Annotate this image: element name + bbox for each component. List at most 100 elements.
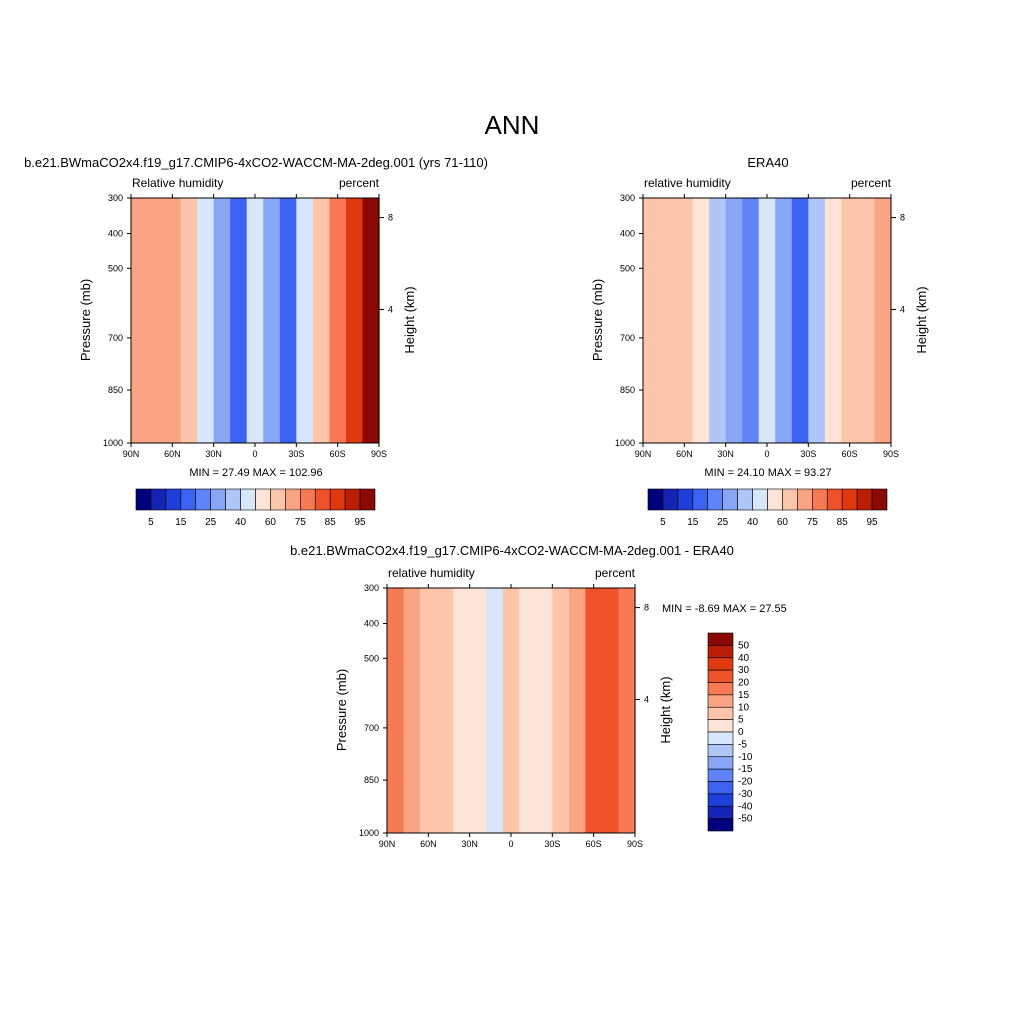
colorbar-swatch xyxy=(737,488,753,511)
field-band xyxy=(213,198,231,443)
colorbar-swatch xyxy=(647,488,664,511)
field-band xyxy=(618,588,636,833)
x-tick-label: 60S xyxy=(330,449,346,459)
field-band xyxy=(197,198,215,443)
field-band xyxy=(502,588,520,833)
y2-axis-label: Height (km) xyxy=(914,286,929,353)
field-band xyxy=(874,198,892,443)
colorbar-swatch xyxy=(782,488,798,511)
colorbar-swatch xyxy=(707,632,734,646)
colorbar-label: 40 xyxy=(747,517,759,528)
colorbar-swatch xyxy=(841,488,858,511)
y-tick-label: 300 xyxy=(620,193,635,203)
field-band xyxy=(585,588,603,833)
y-tick-label: 1000 xyxy=(359,828,379,838)
y-tick-label: 850 xyxy=(620,385,635,395)
colorbar-swatch xyxy=(871,488,888,511)
colorbar-swatch xyxy=(344,488,361,511)
field-band xyxy=(568,588,586,833)
x-tick-label: 90N xyxy=(379,839,396,849)
colorbar-swatch xyxy=(707,756,734,770)
colorbar-label: 0 xyxy=(738,727,744,738)
colorbar-label: 50 xyxy=(738,640,750,651)
field-band xyxy=(643,198,661,443)
x-tick-label: 30N xyxy=(205,449,222,459)
field-band xyxy=(453,588,471,833)
field-band xyxy=(552,588,570,833)
colorbar-label: 15 xyxy=(738,690,750,701)
colorbar-swatch xyxy=(270,488,286,511)
colorbar-label: 25 xyxy=(717,517,729,528)
x-tick-label: 30S xyxy=(800,449,816,459)
x-tick-label: 60N xyxy=(164,449,181,459)
colorbar-label: -10 xyxy=(738,752,753,763)
colorbar-label: -50 xyxy=(738,814,753,825)
right-label: percent xyxy=(339,176,380,190)
y2-tick-label: 8 xyxy=(388,213,393,223)
right-label: percent xyxy=(595,566,636,580)
y2-tick-label: 4 xyxy=(900,304,905,314)
field-band xyxy=(775,198,793,443)
panel-title: ERA40 xyxy=(747,155,788,170)
colorbar-label: -20 xyxy=(738,777,753,788)
panel-difference: b.e21.BWmaCO2x4.f19_g17.CMIP6-4xCO2-WACC… xyxy=(290,543,787,849)
left-label: relative humidity xyxy=(644,176,731,190)
colorbar-swatch xyxy=(826,488,843,511)
colorbar-swatch xyxy=(707,731,734,745)
colorbar-label: 95 xyxy=(867,517,879,528)
colorbar-label: 75 xyxy=(295,517,307,528)
colorbar-label: 75 xyxy=(807,517,819,528)
y2-tick-label: 4 xyxy=(388,304,393,314)
y2-axis-label: Height (km) xyxy=(658,676,673,743)
y2-axis-label: Height (km) xyxy=(402,286,417,353)
colorbar-label: 60 xyxy=(265,517,277,528)
panel-title: b.e21.BWmaCO2x4.f19_g17.CMIP6-4xCO2-WACC… xyxy=(290,543,734,558)
y-tick-label: 850 xyxy=(364,775,379,785)
y-tick-label: 700 xyxy=(620,333,635,343)
colorbar-swatch xyxy=(752,488,768,511)
x-tick-label: 0 xyxy=(252,449,257,459)
left-label: relative humidity xyxy=(388,566,475,580)
y-tick-label: 400 xyxy=(620,229,635,239)
field-band xyxy=(808,198,826,443)
colorbar-swatch xyxy=(707,744,734,758)
colorbar-label: 40 xyxy=(235,517,247,528)
y-tick-label: 850 xyxy=(108,385,123,395)
colorbar-swatch xyxy=(165,488,182,511)
y2-tick-label: 8 xyxy=(644,603,649,613)
y2-tick-label: 8 xyxy=(900,213,905,223)
y-tick-label: 700 xyxy=(108,333,123,343)
colorbar-swatch xyxy=(285,488,301,511)
field-band xyxy=(362,198,380,443)
field-band xyxy=(296,198,314,443)
field-band xyxy=(486,588,504,833)
colorbar-label: 85 xyxy=(325,517,337,528)
colorbar-swatch xyxy=(707,805,734,819)
colorbar-swatch xyxy=(180,488,197,511)
colorbar-swatch xyxy=(662,488,679,511)
field-band xyxy=(857,198,876,443)
field-band xyxy=(180,198,198,443)
stats-text: MIN = 24.10 MAX = 93.27 xyxy=(704,467,831,479)
colorbar-swatch xyxy=(329,488,346,511)
field-band xyxy=(164,198,182,443)
field-band xyxy=(403,588,421,833)
colorbar-label: 40 xyxy=(738,653,750,664)
x-tick-label: 90N xyxy=(123,449,140,459)
colorbar-label: -30 xyxy=(738,789,753,800)
field-band xyxy=(329,198,347,443)
colorbar-label: 5 xyxy=(660,517,666,528)
x-tick-label: 60S xyxy=(586,839,602,849)
colorbar-label: 5 xyxy=(738,715,744,726)
colorbar-swatch xyxy=(707,818,734,832)
field-band xyxy=(791,198,809,443)
x-tick-label: 90S xyxy=(883,449,899,459)
x-tick-label: 0 xyxy=(764,449,769,459)
colorbar-swatch xyxy=(359,488,376,511)
field-band xyxy=(469,588,487,833)
field-band xyxy=(676,198,694,443)
y-tick-label: 1000 xyxy=(615,438,635,448)
y-tick-label: 500 xyxy=(364,653,379,663)
colorbar-swatch xyxy=(707,694,734,708)
